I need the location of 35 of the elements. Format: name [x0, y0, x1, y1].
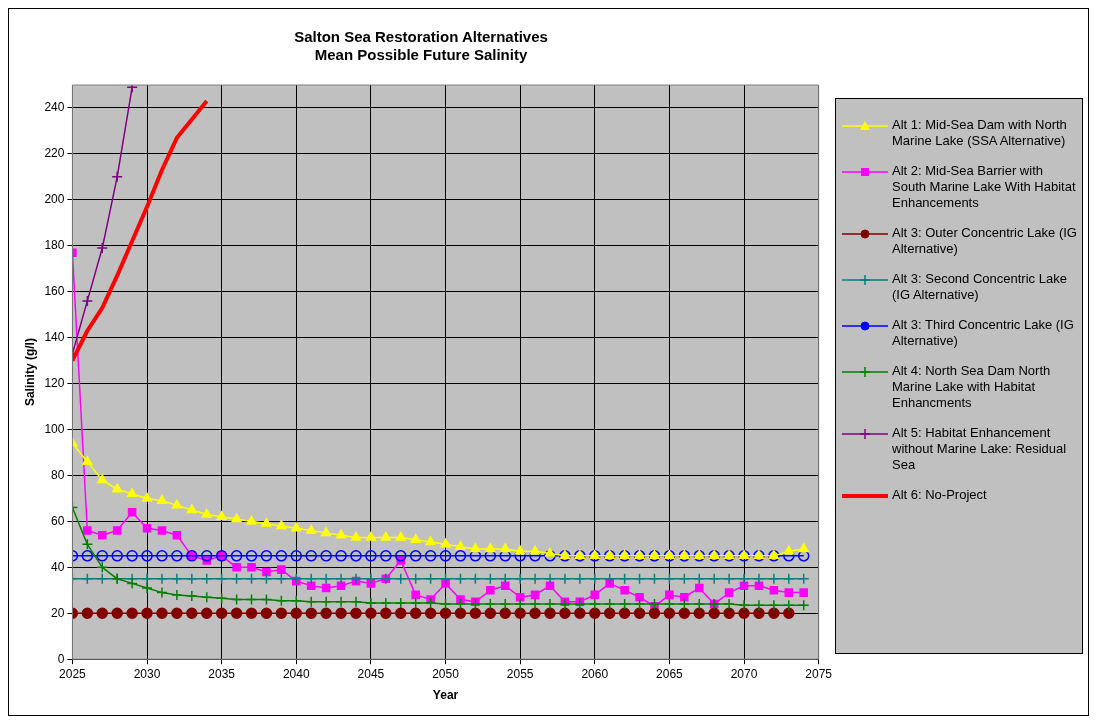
legend-label: Alt 2: Mid-Sea Barrier with South Marine Lake With Habitat Enhancements — [892, 163, 1077, 211]
legend-label: Alt 4: North Sea Dam North Marine Lake with Habitat Enhancments — [892, 363, 1052, 411]
y-tick-label: 20 — [51, 605, 65, 620]
x-tick-label: 2065 — [656, 666, 684, 681]
y-tick-label: 240 — [44, 100, 65, 115]
y-tick-label: 120 — [44, 375, 65, 390]
y-tick-label: 0 — [57, 651, 65, 666]
x-tick-label: 2035 — [208, 666, 236, 681]
legend-label: Alt 5: Habitat Enhancement without Marine Lake: Residual Sea — [892, 425, 1068, 473]
y-tick-label: 60 — [51, 513, 65, 528]
x-tick-label: 2055 — [506, 666, 534, 681]
x-tick-label: 2045 — [357, 666, 385, 681]
x-tick-label: 2075 — [805, 666, 833, 681]
x-tick-label: 2070 — [730, 666, 758, 681]
x-axis-title: Year — [432, 688, 459, 703]
y-tick-label: 160 — [44, 284, 65, 299]
y-tick-label: 40 — [51, 559, 65, 574]
x-tick-label: 2050 — [432, 666, 460, 681]
legend-label: Alt 3: Outer Concentric Lake (IG Alternative) — [892, 225, 1078, 257]
x-tick-label: 2040 — [282, 666, 310, 681]
y-tick-label: 180 — [44, 238, 65, 253]
legend-label: Alt 3: Second Concentric Lake (IG Alternative) — [892, 271, 1068, 303]
y-tick-label: 100 — [44, 421, 65, 436]
x-tick-label: 2025 — [59, 666, 87, 681]
y-tick-label: 220 — [44, 146, 65, 161]
legend-label: Alt 1: Mid-Sea Dam with North Marine Lake (SSA Alternative) — [892, 117, 1068, 149]
y-tick-label: 80 — [51, 467, 65, 482]
x-tick-label: 2030 — [133, 666, 161, 681]
y-tick-label: 140 — [44, 329, 65, 344]
x-tick-label: 2060 — [581, 666, 609, 681]
y-tick-label: 200 — [44, 192, 65, 207]
y-axis-title: Salinity (g/l) — [22, 338, 37, 407]
legend-label: Alt 6: No-Project — [892, 487, 987, 503]
chart-title: Salton Sea Restoration Alternatives Mean Possible Future Salinity — [294, 28, 548, 64]
legend-label: Alt 3: Third Concentric Lake (IG Alternative) — [892, 317, 1075, 349]
